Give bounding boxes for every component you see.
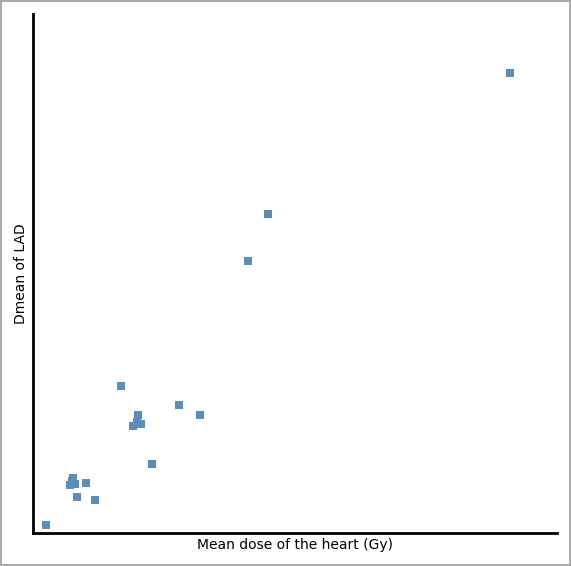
Point	[69, 474, 78, 483]
Point	[70, 480, 79, 489]
Point	[132, 417, 141, 426]
Point	[129, 422, 138, 431]
Y-axis label: Dmean of LAD: Dmean of LAD	[14, 223, 28, 324]
Point	[81, 478, 90, 487]
Point	[91, 495, 100, 504]
Point	[243, 257, 252, 266]
Point	[264, 210, 273, 219]
Point	[73, 492, 82, 501]
Point	[148, 460, 157, 469]
Point	[42, 521, 51, 530]
Point	[68, 476, 77, 485]
Point	[116, 382, 125, 391]
X-axis label: Mean dose of the heart (Gy): Mean dose of the heart (Gy)	[197, 538, 393, 552]
Point	[505, 68, 514, 78]
Point	[195, 410, 204, 419]
Point	[175, 401, 184, 410]
Point	[65, 481, 74, 490]
Point	[137, 419, 146, 428]
Point	[134, 410, 143, 419]
